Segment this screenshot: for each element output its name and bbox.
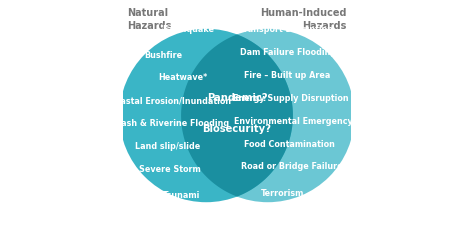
Circle shape — [119, 29, 293, 202]
Text: Energy Supply Disruption: Energy Supply Disruption — [233, 94, 348, 103]
Text: Coastal Erosion/Inundation*: Coastal Erosion/Inundation* — [109, 96, 235, 105]
Text: Earthquake: Earthquake — [162, 25, 214, 34]
Text: Transport Disruption: Transport Disruption — [239, 25, 333, 34]
Text: Human-Induced
Hazards: Human-Induced Hazards — [260, 8, 346, 31]
Text: Road or Bridge Failure: Road or Bridge Failure — [240, 162, 342, 171]
Text: Biosecurity?: Biosecurity? — [202, 124, 272, 134]
Text: Environmental Emergency: Environmental Emergency — [234, 117, 353, 126]
Text: Terrorism: Terrorism — [261, 188, 304, 198]
Text: Heatwave*: Heatwave* — [159, 73, 208, 82]
Text: Fire – Built up Area: Fire – Built up Area — [244, 71, 330, 80]
Polygon shape — [181, 34, 293, 197]
Text: Dam Failure Flooding: Dam Failure Flooding — [240, 48, 337, 57]
Circle shape — [181, 29, 355, 202]
Text: Natural
Hazards: Natural Hazards — [128, 8, 172, 31]
Text: Tsunami: Tsunami — [163, 191, 200, 200]
Text: Bushfire: Bushfire — [144, 51, 182, 60]
Text: Land slip/slide: Land slip/slide — [135, 142, 200, 151]
Text: Food Contamination: Food Contamination — [244, 140, 335, 149]
Text: Pandemic?: Pandemic? — [207, 93, 267, 103]
Text: Flash & Riverine Flooding: Flash & Riverine Flooding — [113, 119, 229, 128]
Text: Severe Storm: Severe Storm — [139, 165, 201, 174]
